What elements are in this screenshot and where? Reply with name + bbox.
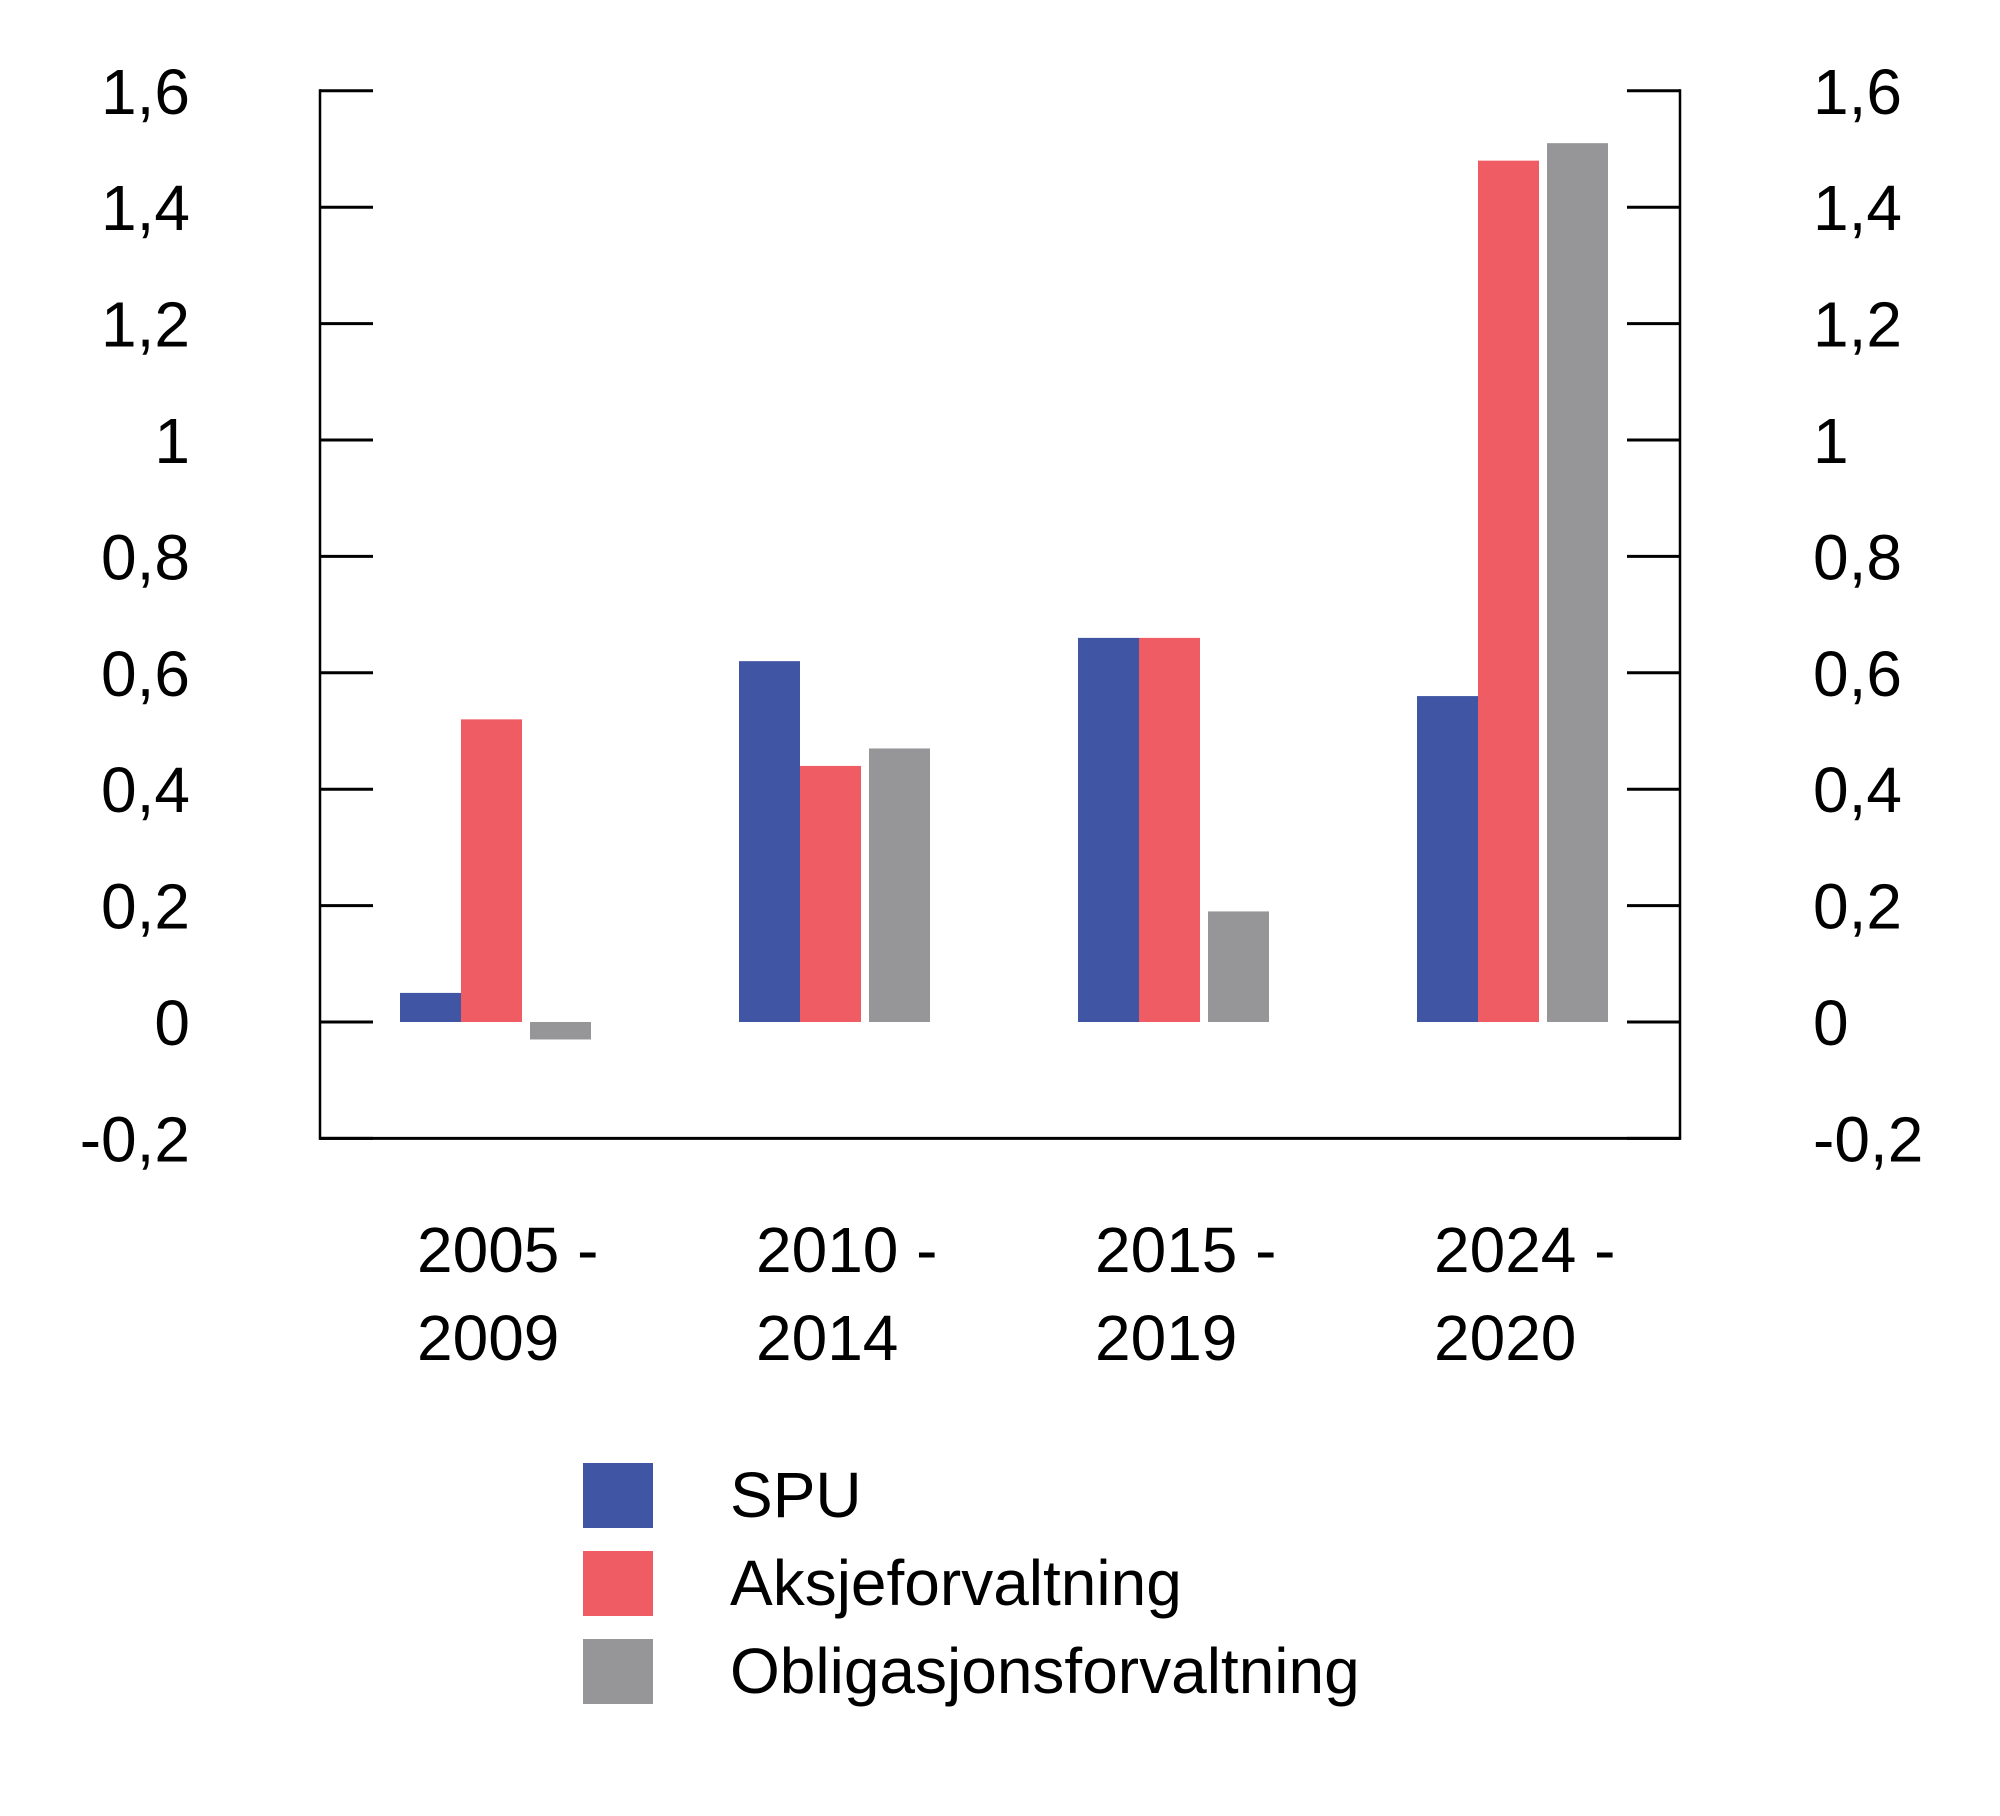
legend-item-spu: SPU [583,1463,1360,1528]
legend: SPU Aksjeforvaltning Obligasjonsforvaltnin… [583,1463,1360,1704]
x-category-label-2-line2: 2019 [1095,1302,1237,1374]
left-axis-tick-label: 1,2 [101,289,190,361]
bar-obligasjonsforvaltning-2 [1208,911,1269,1022]
right-axis-tick-label: 0,2 [1813,871,1902,943]
x-category-label-0-line2: 2009 [417,1302,559,1374]
x-category-label-2-line1: 2015 - [1095,1214,1276,1286]
legend-item-aksjeforvaltning: Aksjeforvaltning [583,1551,1360,1616]
x-category-label-1-line1: 2010 - [756,1214,937,1286]
right-axis-tick-label: 1 [1813,405,1849,477]
legend-swatch-aksjeforvaltning [583,1551,653,1616]
right-axis-tick-label: 0,4 [1813,754,1902,826]
legend-swatch-obligasjonsforvaltning [583,1639,653,1704]
bar-obligasjonsforvaltning-0 [530,1022,591,1040]
bar-spu-2 [1078,637,1139,1022]
x-category-label-3-line2: 2020 [1434,1302,1576,1374]
bar-aksjeforvaltning-1 [800,765,861,1022]
right-axis-tick-label: 0 [1813,987,1849,1059]
x-category-label-0-line1: 2005 - [417,1214,598,1286]
legend-item-obligasjonsforvaltning: Obligasjonsforvaltning [583,1639,1360,1704]
legend-label-obligasjonsforvaltning: Obligasjonsforvaltning [730,1635,1360,1707]
left-axis-tick-label: 0,2 [101,871,190,943]
right-axis-tick-label: 1,4 [1813,172,1902,244]
legend-label-aksjeforvaltning: Aksjeforvaltning [730,1547,1182,1619]
legend-swatch-spu [583,1463,653,1528]
bar-aksjeforvaltning-2 [1139,637,1200,1022]
bar-aksjeforvaltning-0 [461,719,522,1022]
right-axis-tick-label: 0,8 [1813,521,1902,593]
left-axis-tick-label: 1 [154,405,190,477]
left-axis-tick-label: 0 [154,987,190,1059]
left-axis-tick-label: 0,4 [101,754,190,826]
x-category-label-3-line1: 2024 - [1434,1214,1615,1286]
left-axis-tick-label: 0,8 [101,521,190,593]
left-axis-tick-label: -0,2 [80,1103,190,1175]
x-category-label-1-line2: 2014 [756,1302,898,1374]
bar-aksjeforvaltning-3 [1478,160,1539,1022]
left-axis-tick-label: 1,4 [101,172,190,244]
right-axis-tick-label: 0,6 [1813,638,1902,710]
bar-obligasjonsforvaltning-3 [1547,143,1608,1022]
legend-label-spu: SPU [730,1459,862,1531]
right-axis-tick-label: -0,2 [1813,1103,1923,1175]
bar-obligasjonsforvaltning-1 [869,748,930,1022]
left-axis-tick-label: 0,6 [101,638,190,710]
right-axis-tick-label: 1,2 [1813,289,1902,361]
bar-spu-3 [1417,696,1478,1022]
bar-spu-0 [400,992,461,1022]
bar-spu-1 [739,661,800,1022]
right-axis-tick-label: 1,6 [1813,56,1902,128]
left-axis-tick-label: 1,6 [101,56,190,128]
